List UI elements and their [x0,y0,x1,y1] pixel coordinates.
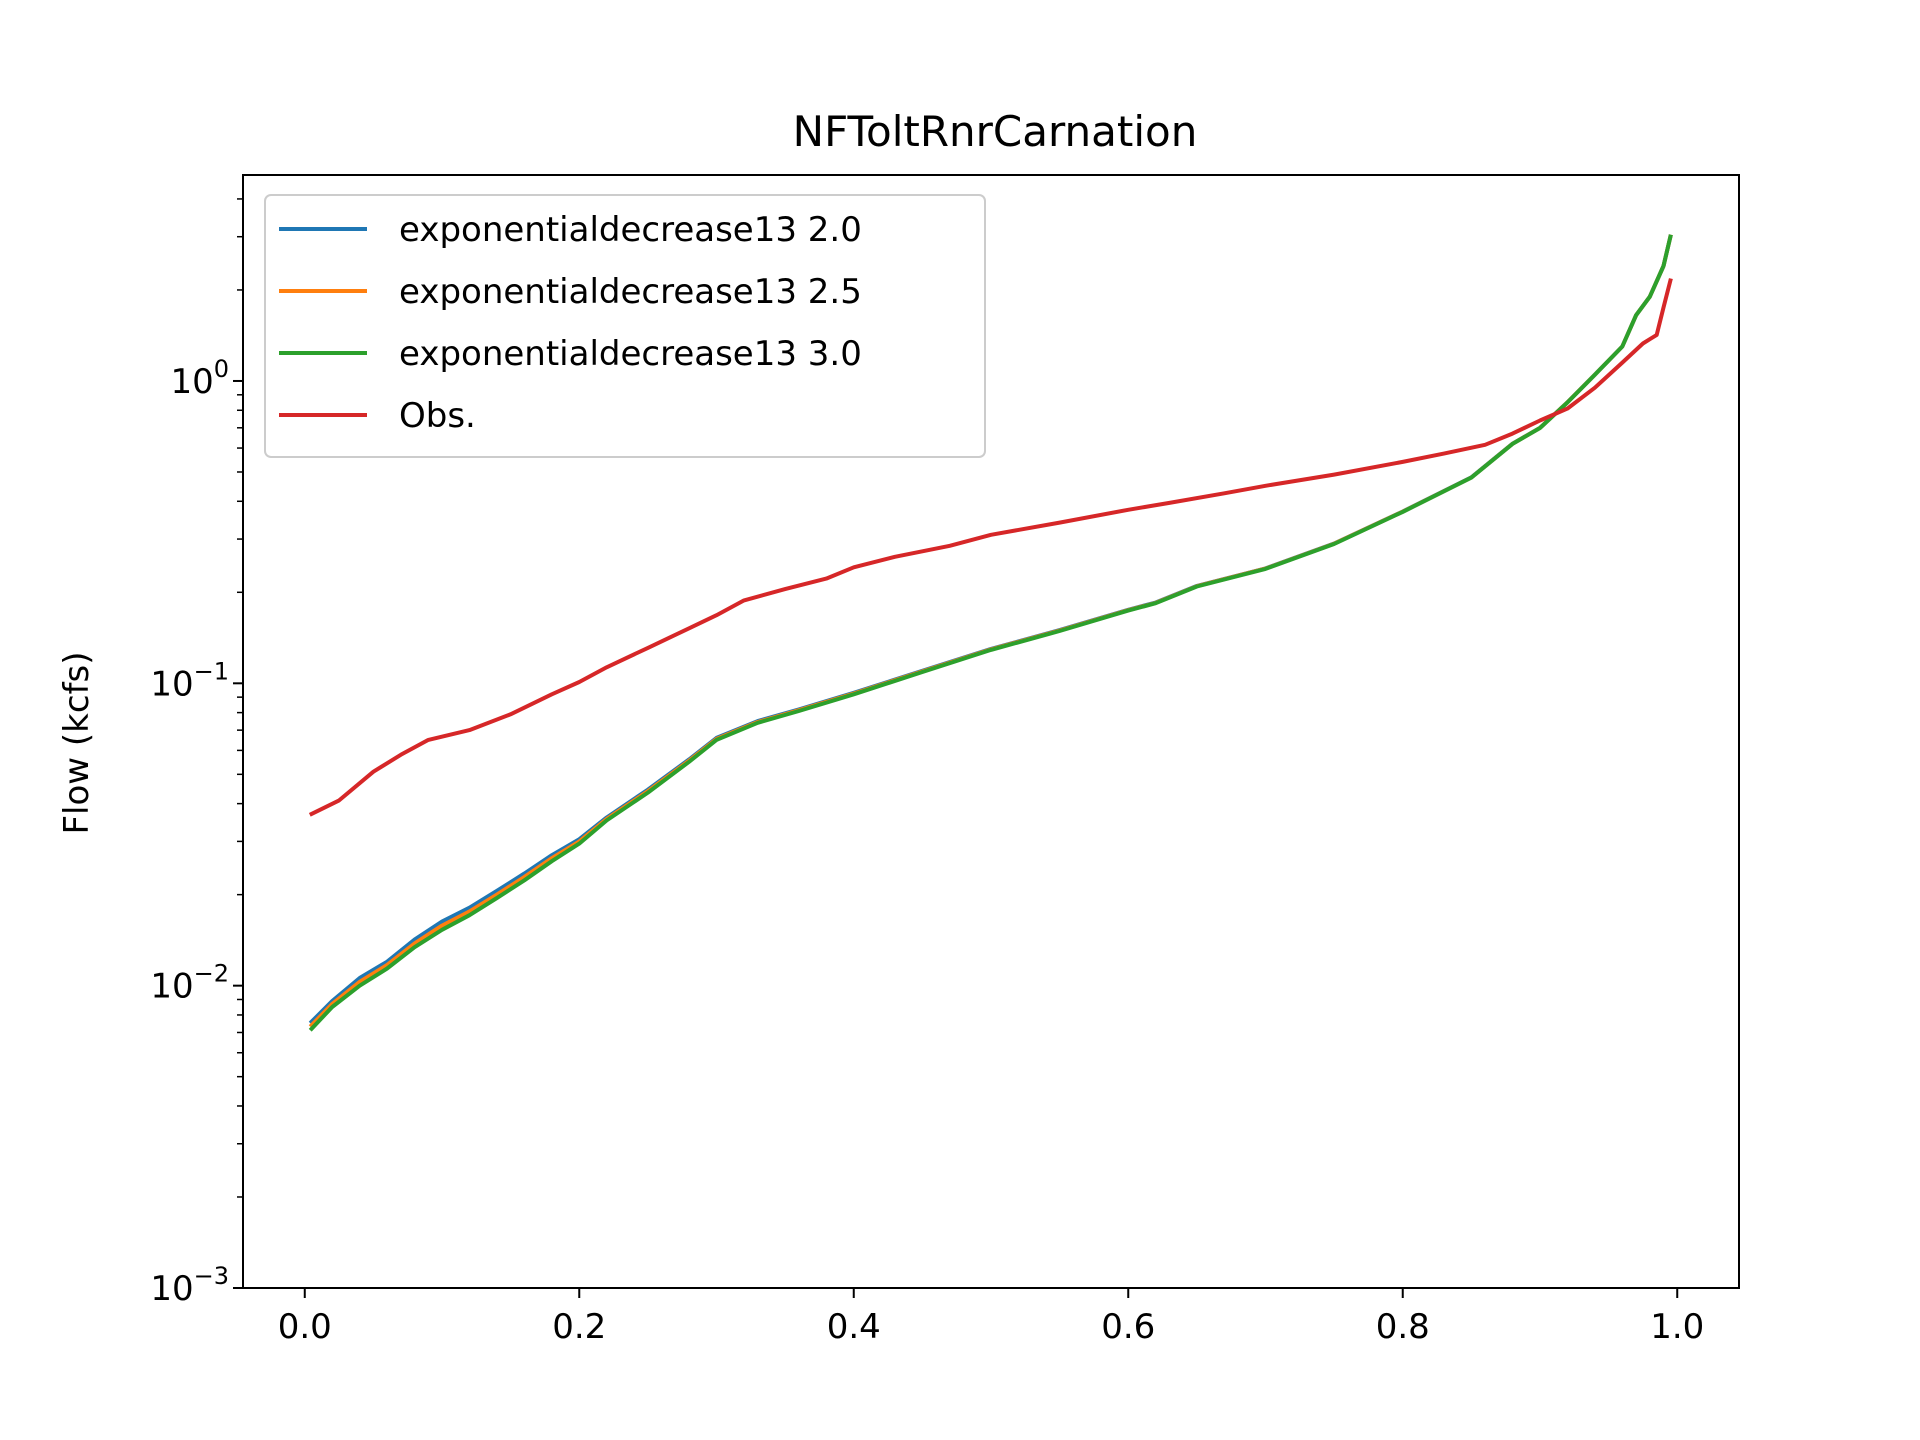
legend-box [264,194,986,458]
y-tick-exponent: −1 [194,657,229,685]
plot-lines [308,234,1673,1032]
y-tick-base: 10 [150,967,193,1007]
y-axis-label: Flow (kcfs) [57,651,97,834]
y-tick-label: 100 [170,355,229,402]
y-tick-label: 10−2 [150,960,229,1007]
y-tick-exponent: −3 [194,1262,229,1290]
x-tick-label: 0.6 [1101,1307,1155,1347]
legend-entry-label: exponentialdecrease13 3.0 [399,334,862,374]
y-tick-exponent: 0 [214,355,229,383]
chart-title: NFToltRnrCarnation [793,107,1198,156]
y-tick-base: 10 [170,362,213,402]
legend: exponentialdecrease13 2.0 exponentialdecr… [264,194,986,458]
y-tick-base: 10 [150,664,193,704]
y-tick-exponent: −2 [194,960,229,988]
legend-entry-label: Obs. [399,396,476,436]
x-tick-label: 0.4 [827,1307,881,1347]
y-tick-base: 10 [150,1269,193,1309]
x-tick-label: 0.2 [552,1307,606,1347]
legend-entry-label: exponentialdecrease13 2.5 [399,272,862,312]
series-line-3 [308,278,1673,817]
x-tick-label: 0.0 [278,1307,332,1347]
x-tick-label: 0.8 [1376,1307,1430,1347]
y-tick-label: 10−3 [150,1262,229,1309]
y-tick-label: 10−1 [150,657,229,704]
series-line-2 [308,234,1673,1032]
x-tick-label: 1.0 [1650,1307,1704,1347]
legend-entry-label: exponentialdecrease13 2.0 [399,210,862,250]
plot-area-frame [242,174,1740,1289]
x-axis: 0.0 0.2 0.4 0.6 0.8 1.0 [278,1288,1704,1347]
